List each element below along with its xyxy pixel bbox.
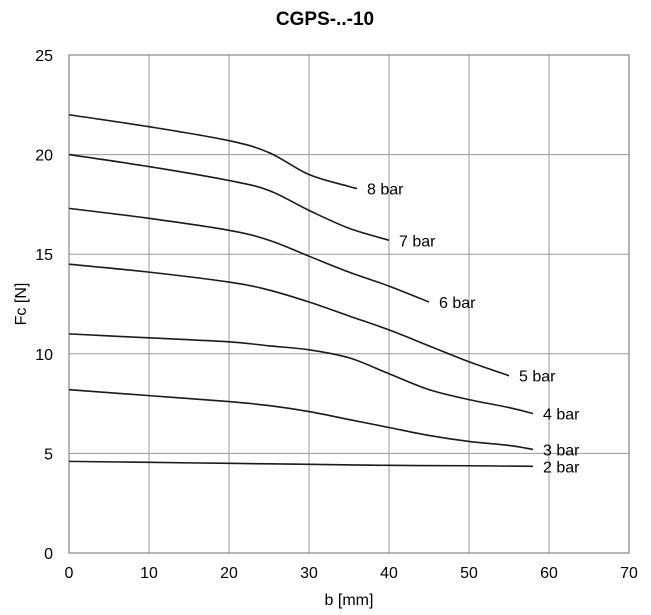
series-label-6-bar: 6 bar [439,295,476,312]
x-tick-label: 0 [65,565,74,582]
series-line-3-bar [68,388,534,451]
y-tick-label: 10 [35,347,53,364]
x-tick-label: 50 [460,565,478,582]
series-label-8-bar: 8 bar [367,181,404,198]
x-axis-label: b [mm] [325,592,374,609]
series-line-8-bar [68,113,358,190]
y-tick-label: 15 [35,247,53,264]
series-label-2-bar: 2 bar [543,459,580,476]
series-label-4-bar: 4 bar [543,407,580,424]
chart-title: CGPS-..-10 [276,9,374,30]
x-tick-label: 10 [140,565,158,582]
x-tick-label: 30 [300,565,318,582]
series-line-5-bar [68,263,510,377]
x-tick-label: 40 [380,565,398,582]
axis-ticks: 0 10 20 30 40 50 60 70 0 5 10 15 20 25 [35,48,638,582]
y-tick-label: 5 [44,446,53,463]
x-tick-label: 70 [620,565,638,582]
x-tick-label: 20 [220,565,238,582]
series-line-6-bar [68,207,430,303]
series-curves [68,113,534,468]
series-label-5-bar: 5 bar [519,369,556,386]
grid [68,54,630,554]
series-label-3-bar: 3 bar [543,442,580,459]
y-tick-label: 25 [35,48,53,65]
plot-frame [68,54,630,554]
series-line-2-bar [68,460,534,468]
series-line-4-bar [68,333,534,415]
y-axis-label: Fc [N] [13,283,30,326]
series-label-7-bar: 7 bar [399,233,436,250]
x-tick-label: 60 [540,565,558,582]
y-tick-label: 0 [44,546,53,563]
y-tick-label: 20 [35,148,53,165]
series-line-7-bar [68,153,390,242]
